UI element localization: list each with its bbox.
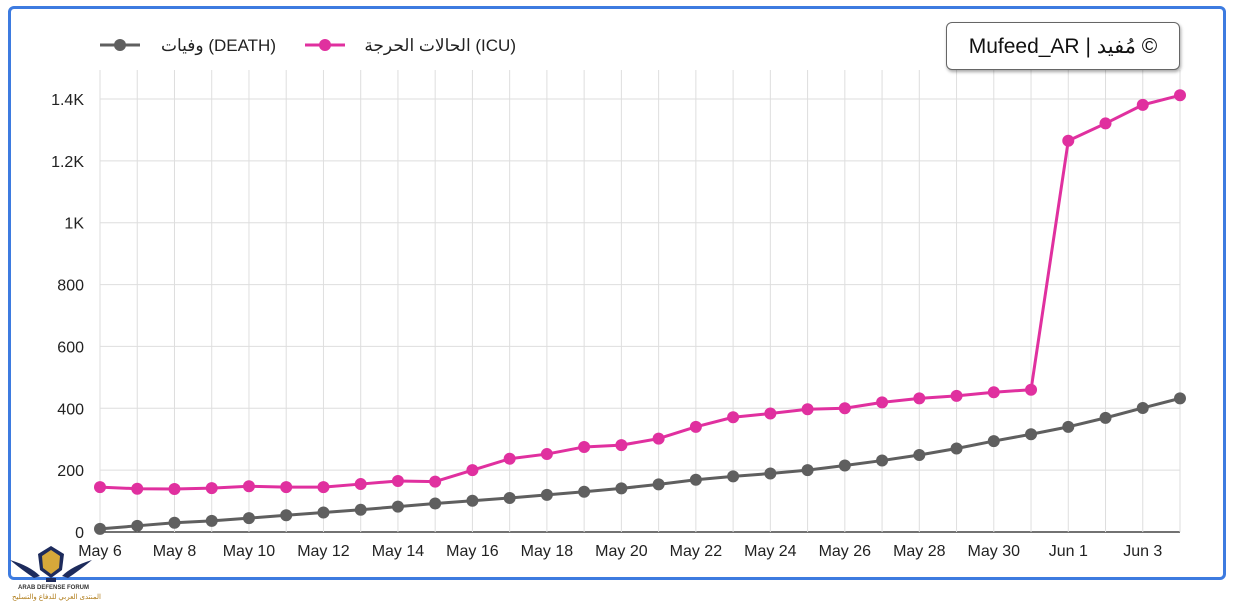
icu-data-point: [205, 482, 218, 495]
icu-data-point: [168, 483, 181, 496]
x-tick-label: May 20: [595, 543, 648, 560]
x-tick-label: May 16: [446, 543, 499, 560]
icu-data-point: [466, 464, 479, 477]
icu-data-point: [391, 474, 404, 487]
x-tick-label: May 6: [78, 543, 122, 560]
death-data-point: [503, 491, 516, 504]
icu-data-point: [727, 411, 740, 424]
icu-data-point: [1062, 134, 1075, 147]
death-data-point: [391, 500, 404, 513]
icu-data-point: [429, 475, 442, 488]
y-tick-label: 400: [57, 401, 84, 418]
death-data-point: [466, 494, 479, 507]
death-data-point: [578, 485, 591, 498]
icu-data-point: [987, 386, 1000, 399]
x-tick-label: Jun 3: [1123, 543, 1162, 560]
y-tick-label: 1K: [64, 216, 84, 233]
death-data-point: [615, 482, 628, 495]
icu-data-point: [689, 420, 702, 433]
icu-data-point: [317, 481, 330, 494]
death-data-point: [1136, 401, 1149, 414]
icu-data-point: [615, 439, 628, 452]
legend-death-swatch-dot: [114, 39, 126, 51]
death-data-point: [242, 512, 255, 525]
icu-data-point: [1099, 117, 1112, 130]
icu-data-point: [652, 432, 665, 445]
y-tick-label: 600: [57, 339, 84, 356]
x-tick-label: May 18: [521, 543, 574, 560]
y-tick-label: 1.4K: [51, 92, 84, 109]
logo-text-ar: المنتدى العربي للدفاع والتسليح: [12, 594, 101, 601]
death-data-point: [838, 459, 851, 472]
icu-series-line: [99, 93, 1181, 491]
icu-data-point: [913, 392, 926, 405]
death-data-point: [429, 497, 442, 510]
icu-data-point: [280, 481, 293, 494]
icu-data-point: [131, 482, 144, 495]
death-data-point: [317, 506, 330, 519]
icu-data-point: [578, 440, 591, 453]
death-data-point: [801, 464, 814, 477]
icu-data-point: [503, 452, 516, 465]
x-tick-label: May 24: [744, 543, 797, 560]
icu-data-point: [1025, 383, 1038, 396]
death-data-point: [205, 514, 218, 527]
icu-data-point: [801, 403, 814, 416]
y-tick-label: 0: [75, 525, 84, 542]
death-data-point: [1174, 392, 1186, 405]
icu-data-point: [94, 481, 106, 494]
forum-logo: [10, 546, 92, 582]
death-data-point: [94, 522, 106, 535]
death-data-point: [652, 478, 665, 491]
legend-icu-swatch-dot: [319, 39, 331, 51]
death-data-point: [764, 467, 777, 480]
legend-death-label: وفيات (DEATH): [161, 36, 276, 56]
x-tick-label: Jun 1: [1049, 543, 1088, 560]
icu-data-point: [540, 448, 553, 461]
icu-data-point: [354, 478, 367, 491]
icu-data-point: [1136, 98, 1149, 111]
x-tick-label: May 14: [372, 543, 425, 560]
y-tick-label: 1.2K: [51, 154, 84, 171]
y-tick-label: 800: [57, 278, 84, 295]
icu-data-point: [950, 389, 963, 402]
death-data-point: [1062, 420, 1075, 433]
x-tick-label: May 22: [670, 543, 723, 560]
legend-icu-label: الحالات الحرجة (ICU): [364, 36, 516, 56]
death-data-point: [689, 473, 702, 486]
icu-data-point: [242, 480, 255, 493]
death-data-point: [280, 509, 293, 522]
copyright-box: © مُفيد | Mufeed_AR: [946, 22, 1180, 70]
icu-data-point: [764, 407, 777, 420]
death-data-point: [1099, 411, 1112, 424]
x-tick-label: May 26: [819, 543, 872, 560]
x-tick-label: May 12: [297, 543, 350, 560]
logo-text-en: ARAB DEFENSE FORUM: [18, 585, 90, 591]
death-data-point: [876, 454, 889, 467]
x-tick-label: May 8: [153, 543, 197, 560]
death-data-point: [168, 516, 181, 529]
death-data-point: [727, 470, 740, 483]
y-tick-label: 200: [57, 463, 84, 480]
death-data-point: [950, 442, 963, 455]
death-data-point: [131, 519, 144, 532]
x-tick-label: May 10: [223, 543, 276, 560]
x-tick-label: May 30: [968, 543, 1021, 560]
icu-data-point: [876, 396, 889, 409]
death-series-line: [99, 396, 1181, 531]
death-data-point: [1025, 428, 1038, 441]
icu-data-point: [838, 402, 851, 415]
icu-data-point: [1174, 89, 1186, 102]
x-tick-label: May 28: [893, 543, 946, 560]
death-data-point: [987, 435, 1000, 448]
death-data-point: [354, 503, 367, 516]
death-data-point: [540, 488, 553, 501]
death-data-point: [913, 448, 926, 461]
